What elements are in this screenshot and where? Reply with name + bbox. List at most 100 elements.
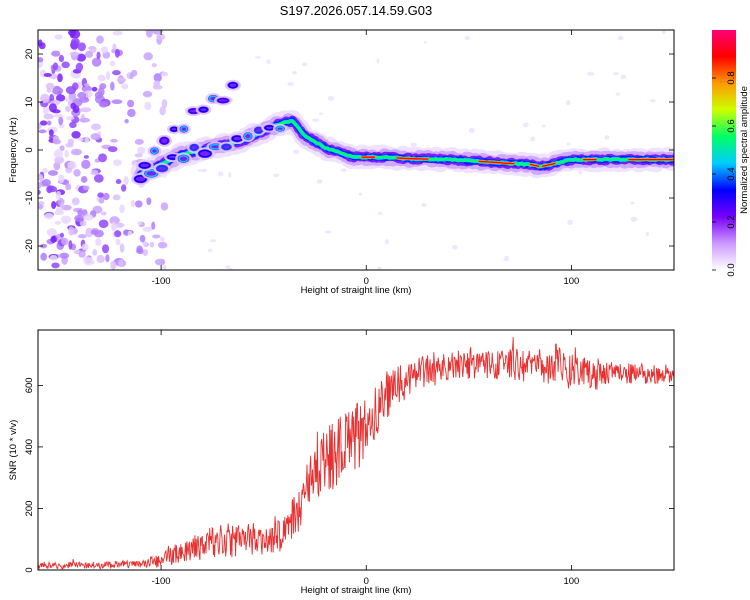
noise-blob (65, 167, 73, 174)
noise-blob (59, 145, 65, 152)
noise-blob (64, 105, 71, 113)
noise-blob (74, 214, 85, 223)
noise-blob (84, 90, 93, 98)
noise-blob (96, 35, 104, 44)
noise-blob (61, 237, 69, 246)
noise-blob (71, 197, 80, 206)
track-blob-ring (198, 106, 209, 113)
noise-blob (84, 50, 94, 58)
noise-speck (266, 59, 271, 65)
track-blob-ring (244, 132, 252, 140)
noise-blob (142, 249, 149, 257)
noise-blob (98, 153, 107, 163)
main-track-peak (396, 157, 429, 160)
noise-speck (649, 99, 656, 103)
noise-blob (144, 101, 152, 111)
noise-blob (127, 99, 135, 108)
noise-speck (377, 211, 383, 215)
noise-speck (340, 168, 347, 172)
track-blob-ring (159, 137, 169, 145)
noise-speck (578, 170, 583, 175)
noise-blob (142, 90, 153, 98)
noise-blob (78, 137, 84, 142)
noise-blob (100, 211, 107, 216)
noise-blob (145, 30, 153, 38)
top-x-tick-label: 100 (563, 276, 579, 287)
noise-blob (114, 230, 122, 238)
noise-speck (451, 244, 458, 250)
noise-blob (50, 235, 57, 243)
noise-blob (124, 118, 129, 124)
noise-blob (53, 114, 64, 118)
noise-blob (90, 229, 99, 235)
track-blob-ring (134, 175, 147, 183)
noise-speck (312, 118, 320, 122)
noise-speck (522, 122, 529, 128)
noise-blob (69, 121, 77, 129)
noise-blob (161, 98, 168, 109)
main-track-peak (542, 162, 556, 167)
track-blob-ring (198, 149, 212, 158)
noise-blob (48, 103, 57, 113)
noise-speck (620, 74, 627, 80)
noise-blob (91, 86, 98, 92)
noise-blob (93, 174, 104, 183)
noise-blob (83, 83, 90, 87)
noise-speck (319, 112, 323, 116)
noise-blob (54, 220, 62, 225)
bottom-y-tick-label: 600 (24, 377, 35, 393)
noise-speck (604, 135, 610, 140)
noise-blob (98, 101, 108, 108)
noise-blob (84, 137, 89, 143)
noise-blob (66, 116, 75, 121)
noise-blob (105, 254, 110, 263)
noise-blob (38, 57, 44, 63)
noise-blob (53, 161, 61, 171)
colorbar-tick-label: 0.0 (726, 263, 737, 276)
noise-speck (377, 266, 382, 270)
snr-frame (37, 329, 675, 571)
noise-speck (225, 264, 231, 270)
track-blob-ring (150, 147, 159, 155)
noise-blob (146, 197, 152, 206)
noise-speck (421, 202, 427, 207)
noise-blob (136, 248, 145, 255)
noise-blob (43, 113, 54, 120)
noise-blob (127, 230, 133, 236)
noise-blob (120, 184, 127, 192)
noise-speck (292, 71, 298, 75)
top-x-tick-label: 0 (364, 276, 369, 287)
noise-speck (662, 30, 666, 35)
noise-blob (73, 168, 81, 177)
noise-speck (468, 127, 475, 134)
noise-speck (316, 179, 323, 184)
noise-blob (54, 34, 63, 40)
noise-blob (114, 222, 125, 228)
noise-blob (95, 237, 102, 247)
signal-tracks (130, 79, 674, 186)
noise-blob (139, 234, 146, 243)
noise-blob (130, 199, 135, 207)
noise-blob (47, 170, 59, 176)
noise-blob (65, 97, 70, 102)
bottom-y-tick-label: 400 (24, 439, 35, 455)
noise-blob (76, 53, 87, 62)
noise-blob (118, 259, 124, 268)
noise-blob (59, 232, 65, 238)
colorbar-tick-label: 0.4 (726, 167, 737, 180)
snr-panel: -100 0 100 0 200 400 600 Height of straight l… (8, 329, 675, 596)
noise-blob (39, 243, 48, 249)
noise-blob (106, 70, 111, 81)
noise-blob (41, 179, 51, 187)
noise-blob (64, 149, 69, 158)
noise-speck (530, 136, 536, 142)
colorbar-ticks: 0.0 0.2 0.4 0.6 0.8 (712, 71, 737, 277)
noise-blob (38, 202, 41, 207)
noise-blob (69, 51, 80, 56)
noise-blob (83, 259, 95, 266)
noise-blob (160, 236, 165, 242)
noise-blob (49, 93, 55, 103)
noise-speck (228, 172, 232, 178)
noise-blob (115, 178, 122, 185)
noise-speck (410, 142, 418, 147)
